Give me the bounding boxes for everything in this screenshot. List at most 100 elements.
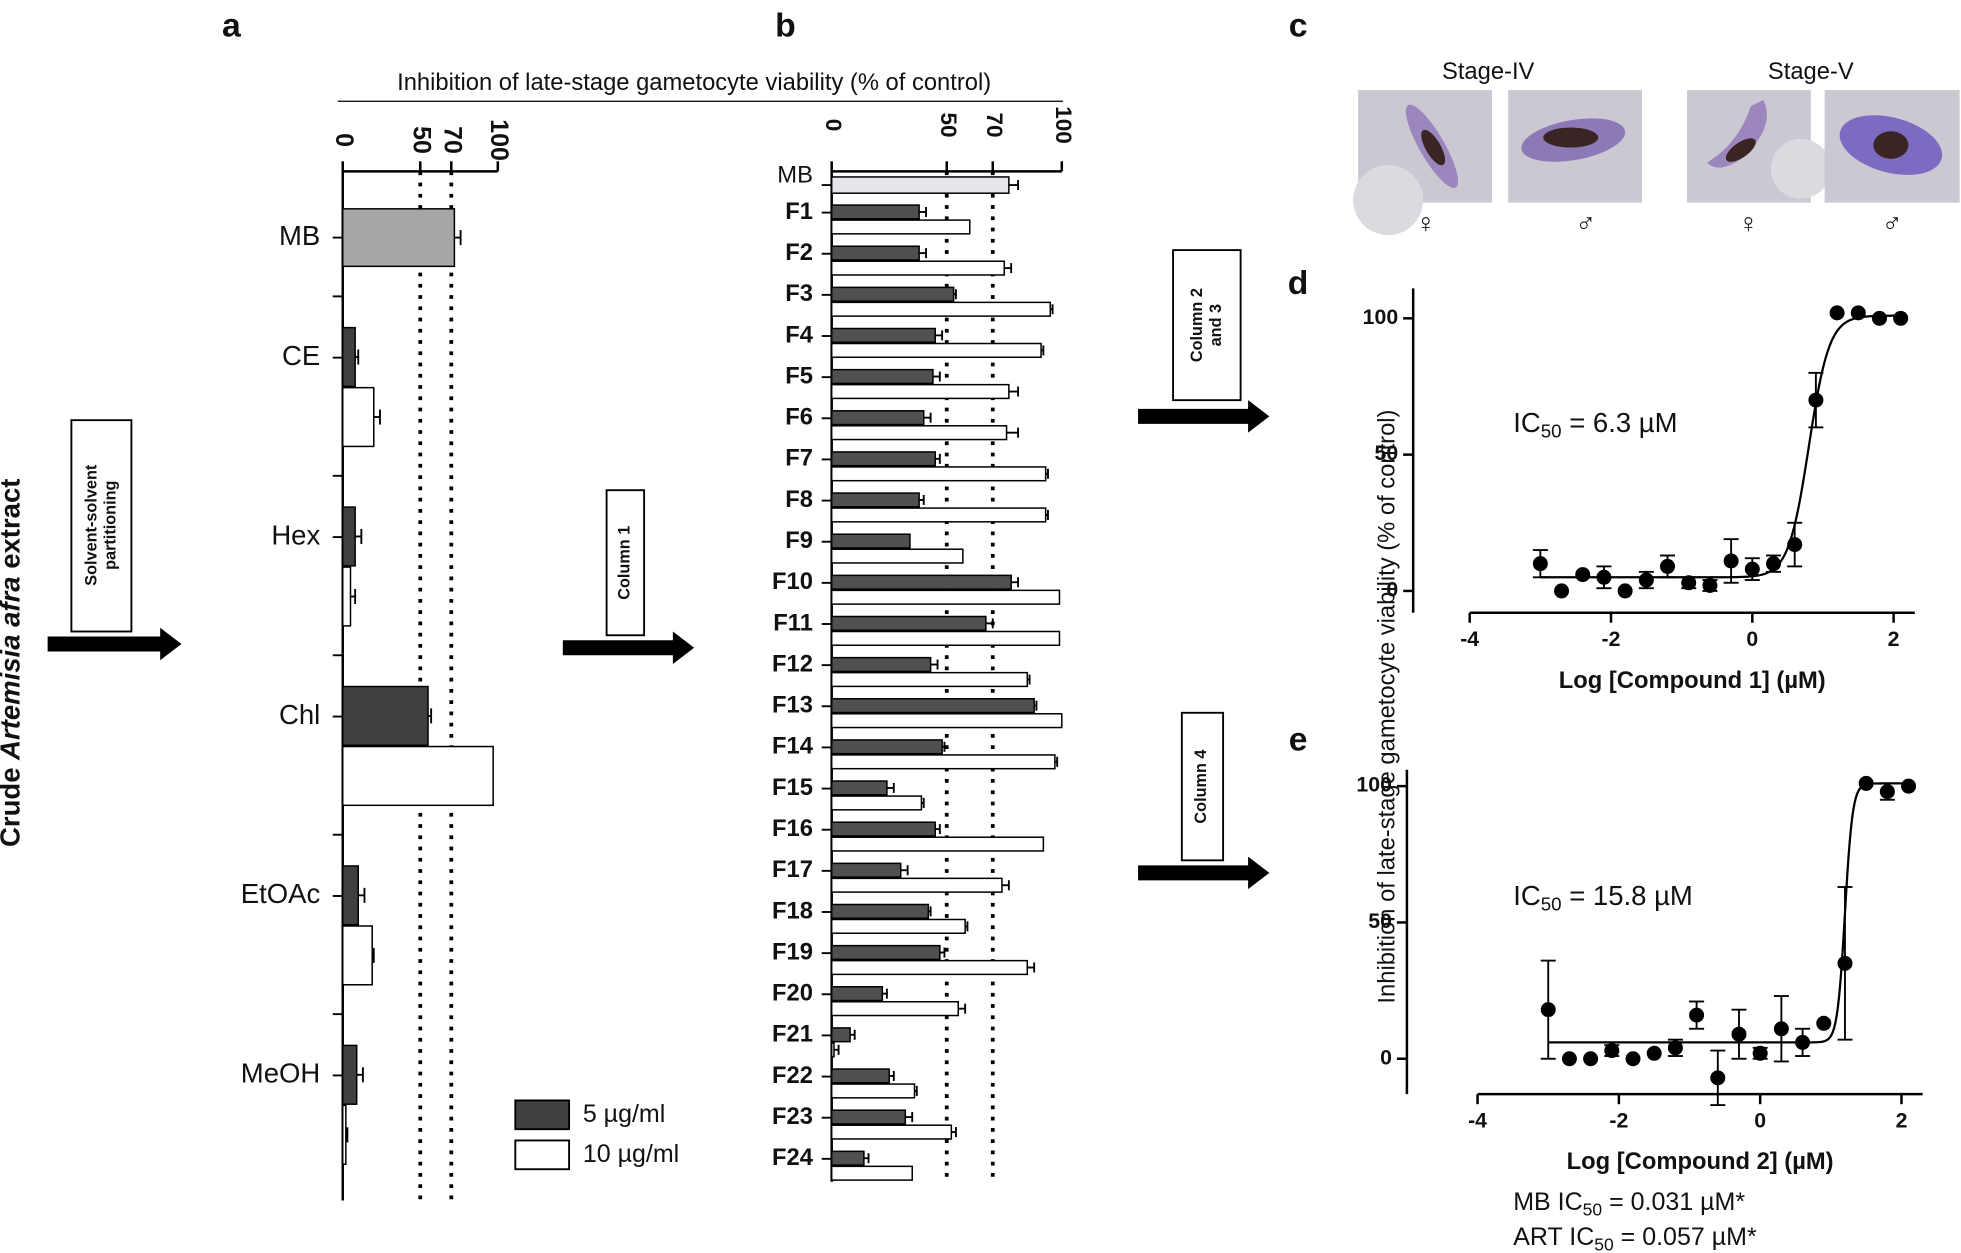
y-tick-label: F17 (772, 856, 813, 883)
bar (830, 713, 1063, 729)
side-label: Crude Artemisia afra extract (0, 479, 26, 847)
step-line: Column 4 (1192, 750, 1210, 824)
bar (830, 903, 930, 919)
gametocyte (1707, 100, 1767, 168)
note-part: = 0.057 µM* (1614, 1223, 1757, 1251)
stage-label: Stage-V (1768, 58, 1854, 85)
bar (830, 739, 943, 755)
x-tick-label: 70 (439, 126, 467, 154)
bar (830, 548, 964, 564)
point (1689, 1007, 1705, 1023)
y-tick-label: 50 (1375, 441, 1399, 465)
point (1554, 583, 1570, 599)
arrow (47, 627, 182, 661)
x-tick-label: 0 (821, 119, 846, 132)
reference-bar (341, 208, 456, 268)
bar (830, 1109, 907, 1125)
panel-label: e (1289, 720, 1308, 758)
point (1638, 572, 1654, 588)
bar (830, 492, 920, 508)
y-tick-label: F16 (772, 815, 813, 842)
y-tick-label: F11 (773, 609, 813, 636)
bar (830, 1083, 916, 1099)
arrow (1138, 856, 1270, 890)
note: ART IC50 = 0.057 µM* (1513, 1223, 1757, 1253)
pigment (1543, 127, 1599, 148)
bar (830, 918, 966, 934)
point (1752, 1045, 1768, 1061)
step-box (1172, 249, 1242, 402)
arrow (1138, 400, 1270, 433)
sex-symbol: ♀ (1415, 207, 1436, 238)
y-tick-label: F21 (772, 1021, 813, 1048)
point (1660, 558, 1676, 574)
annotation-part: 50 (1541, 893, 1562, 914)
step-line: Column 1 (616, 526, 634, 600)
x-tick-label: 50 (936, 113, 961, 138)
point (1617, 583, 1633, 599)
y-tick-label: 100 (1363, 305, 1398, 329)
stage-label: Stage-IV (1442, 58, 1535, 85)
point (1575, 567, 1591, 583)
legend-swatch (514, 1139, 571, 1171)
bar (830, 944, 941, 961)
x-tick-label: 100 (485, 119, 513, 161)
bar (341, 566, 352, 627)
bar (830, 327, 936, 344)
bar (341, 506, 356, 567)
bar (830, 754, 1056, 770)
pigment (1421, 129, 1446, 166)
point (1532, 556, 1548, 572)
point (1723, 553, 1739, 569)
point (1850, 305, 1866, 321)
x-tick-label: 2 (1888, 627, 1900, 651)
pigment (1725, 138, 1756, 162)
bar (830, 286, 955, 302)
annotation-part: = 15.8 µM (1562, 880, 1693, 911)
bar (341, 386, 375, 448)
cell-background (1353, 165, 1424, 236)
point (1681, 575, 1697, 591)
point (1893, 310, 1909, 326)
bar (830, 795, 923, 811)
x-tick-label: -2 (1609, 1108, 1628, 1132)
y-tick-label: 100 (1356, 773, 1391, 797)
y-tick-label: MB (279, 220, 320, 251)
x-axis-title: Log [Compound 1] (µM) (1559, 667, 1826, 694)
bar (830, 1150, 865, 1166)
point (1702, 577, 1718, 593)
point (1787, 537, 1803, 553)
sex-symbol: ♂ (1575, 207, 1596, 238)
bar (830, 1042, 835, 1058)
bar (830, 574, 1012, 590)
bar (830, 671, 1029, 688)
bar (830, 451, 936, 467)
bar (830, 410, 925, 426)
bar (830, 301, 1052, 317)
point (1837, 955, 1853, 971)
step-label: Column 4 (1192, 750, 1210, 824)
bar (830, 698, 1035, 714)
x-tick-label: 0 (330, 133, 358, 147)
bar (830, 959, 1029, 976)
step-line: Column 2 (1188, 288, 1206, 362)
y-tick-label: 0 (1380, 1045, 1392, 1069)
step-line: partitioning (102, 481, 120, 570)
point (1901, 778, 1917, 794)
y-tick-label: MB (777, 162, 813, 189)
bar (830, 219, 971, 235)
bar (830, 877, 1003, 893)
y-axis-label: Inhibition of late-stage gametocyte viab… (1373, 410, 1400, 1004)
y-tick-label: F1 (785, 198, 813, 225)
x-tick-label: 50 (408, 126, 436, 154)
point (1667, 1040, 1683, 1056)
y-tick-label: EtOAc (241, 878, 321, 909)
note-part: 50 (1583, 1199, 1603, 1219)
bar (830, 630, 1061, 647)
step-box (70, 419, 133, 633)
bar (830, 507, 1047, 523)
step-label: Column 1 (616, 526, 634, 600)
arrows (47, 400, 1270, 890)
legend-label: 5 µg/ml (583, 1100, 665, 1128)
